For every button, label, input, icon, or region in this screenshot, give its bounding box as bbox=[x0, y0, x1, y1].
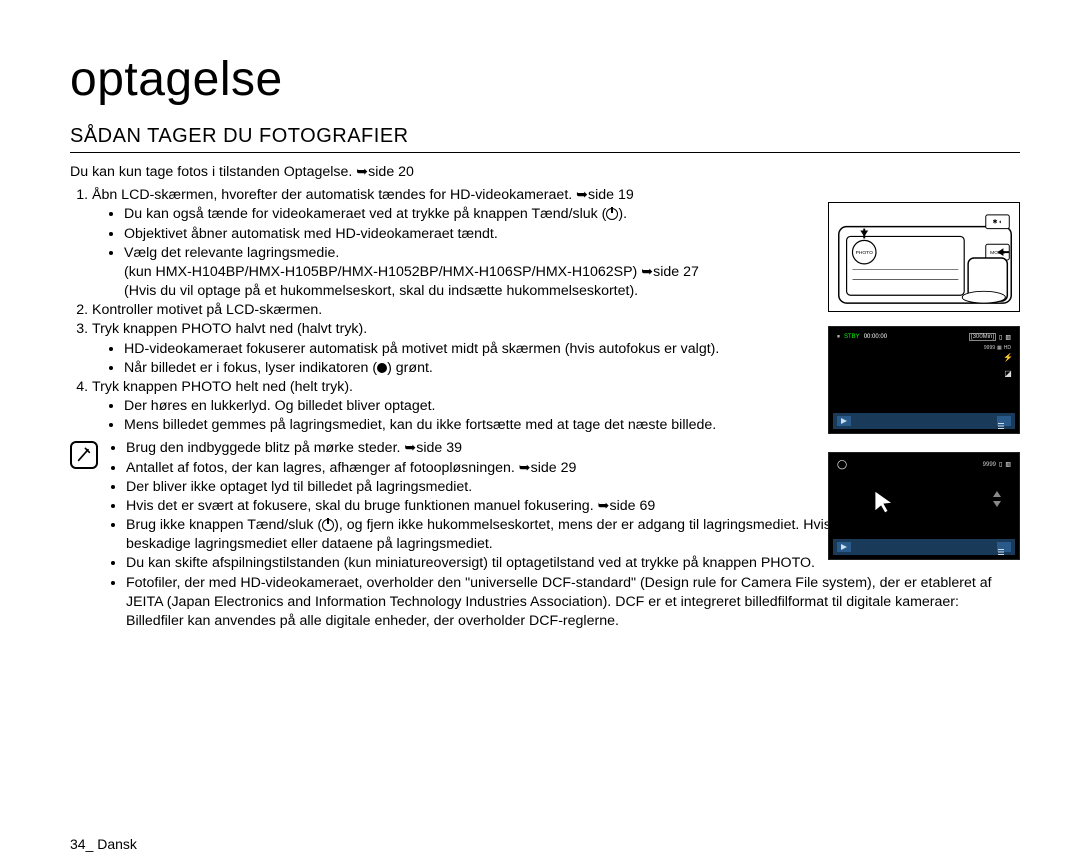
lcd-top-row: ⏸ STBY 00:00:00 [300Min] ▯ ▥ bbox=[837, 333, 1011, 341]
focus-dot-icon bbox=[377, 363, 387, 373]
note-icon bbox=[70, 441, 98, 469]
battery-icon: ▥ bbox=[1005, 461, 1011, 468]
arrow-up-icon bbox=[993, 491, 1001, 497]
play-icon bbox=[837, 542, 851, 552]
camera-illustration: PHOTO ✱ ◐ MODE bbox=[835, 209, 1015, 307]
step-4-text: Tryk knappen PHOTO helt ned (helt tryk). bbox=[92, 379, 353, 395]
cursor-icon bbox=[873, 489, 895, 520]
card-icon: ▯ bbox=[999, 461, 1002, 468]
section-heading: SÅDAN TAGER DU FOTOGRAFIER bbox=[70, 125, 1020, 153]
exposure-icon: ◪ bbox=[1003, 369, 1013, 379]
intro-text: Du kan kun tage fotos i tilstanden Optag… bbox=[70, 163, 1020, 182]
quality-icon: ▦ bbox=[997, 345, 1002, 351]
photo-mode-icon: ◯ bbox=[837, 459, 847, 470]
lcd-row2: 9999 ▦ HD bbox=[984, 345, 1011, 351]
hd-icon: HD bbox=[1004, 345, 1011, 351]
arrow-down-icon bbox=[993, 501, 1001, 507]
card-icon: ▯ bbox=[999, 334, 1002, 341]
lcd2-count: 9999 bbox=[983, 462, 996, 468]
lcd-right-icons: ⚡ ◪ bbox=[1003, 353, 1013, 379]
stby-label: STBY bbox=[844, 334, 860, 340]
flash-icon: ⚡ bbox=[1003, 353, 1013, 363]
step-3-text: Tryk knappen PHOTO halvt ned (halvt tryk… bbox=[92, 321, 367, 337]
lcd-count: 9999 bbox=[984, 345, 995, 351]
figure-camera: PHOTO ✱ ◐ MODE bbox=[828, 202, 1020, 312]
power-icon bbox=[322, 519, 334, 531]
page-title: optagelse bbox=[70, 52, 1020, 107]
step-1-text: Åbn LCD-skærmen, hvorefter der automatis… bbox=[92, 187, 634, 203]
lcd-time: 00:00:00 bbox=[864, 334, 887, 340]
figure-column: PHOTO ✱ ◐ MODE ⏸ STBY 00:00:00 [300Min] … bbox=[828, 202, 1020, 578]
zoom-arrows bbox=[993, 491, 1001, 507]
page-footer: 34_ Dansk bbox=[70, 836, 137, 852]
figure-lcd-photo: ◯ 9999 ▯ ▥ bbox=[828, 452, 1020, 560]
note-7: Fotofiler, der med HD-videokameraet, ove… bbox=[126, 574, 1020, 632]
power-icon bbox=[606, 208, 618, 220]
lcd2-top-row: ◯ 9999 ▯ ▥ bbox=[837, 459, 1011, 470]
menu-icon bbox=[997, 416, 1011, 426]
camera-mode-icon: ⏸ bbox=[837, 334, 840, 341]
battery-icon: ▥ bbox=[1005, 334, 1011, 341]
lcd-remain: [300Min] bbox=[969, 333, 996, 341]
svg-text:✱ ◐: ✱ ◐ bbox=[992, 219, 1003, 226]
menu-icon bbox=[997, 542, 1011, 552]
play-icon bbox=[837, 416, 851, 426]
lcd-bottom-bar bbox=[833, 413, 1015, 429]
photo-button-label: PHOTO bbox=[856, 250, 873, 256]
lcd2-bottom-bar bbox=[833, 539, 1015, 555]
figure-lcd-standby: ⏸ STBY 00:00:00 [300Min] ▯ ▥ 9999 ▦ HD ⚡… bbox=[828, 326, 1020, 434]
